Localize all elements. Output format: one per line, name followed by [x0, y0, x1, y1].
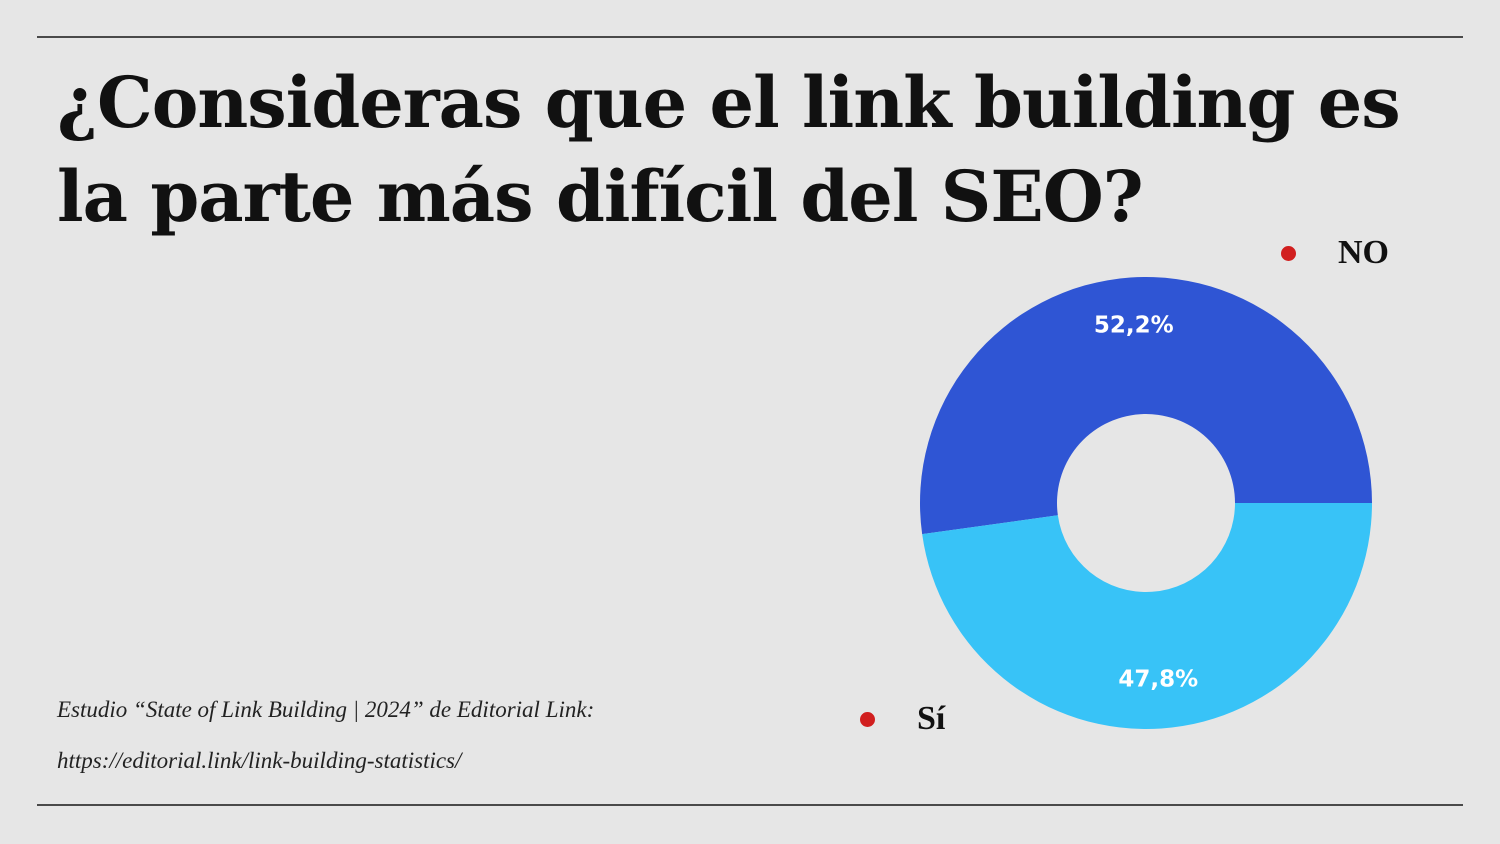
slice-value-label-2: 47,8% — [1118, 667, 1198, 693]
bottom-divider — [37, 804, 1463, 806]
slice-value-label-1: 52,2% — [1094, 312, 1174, 338]
legend-item-no: NO — [1281, 234, 1389, 272]
legend-item-si: Sí — [860, 700, 945, 738]
legend-marker-no — [1281, 245, 1296, 261]
legend-label-si: Sí — [917, 700, 946, 737]
legend-marker-si — [860, 711, 875, 727]
legend-label-no: NO — [1338, 234, 1389, 271]
chart-title: ¿Consideras que el link building es la p… — [57, 61, 1401, 238]
donut-slice-2 — [922, 503, 1372, 729]
top-divider — [37, 36, 1463, 38]
donut-slice-1 — [919, 276, 1372, 535]
source-url: https://editorial.link/link-building-sta… — [57, 748, 462, 773]
source-citation: Estudio “State of Link Building | 2024” … — [57, 697, 595, 722]
